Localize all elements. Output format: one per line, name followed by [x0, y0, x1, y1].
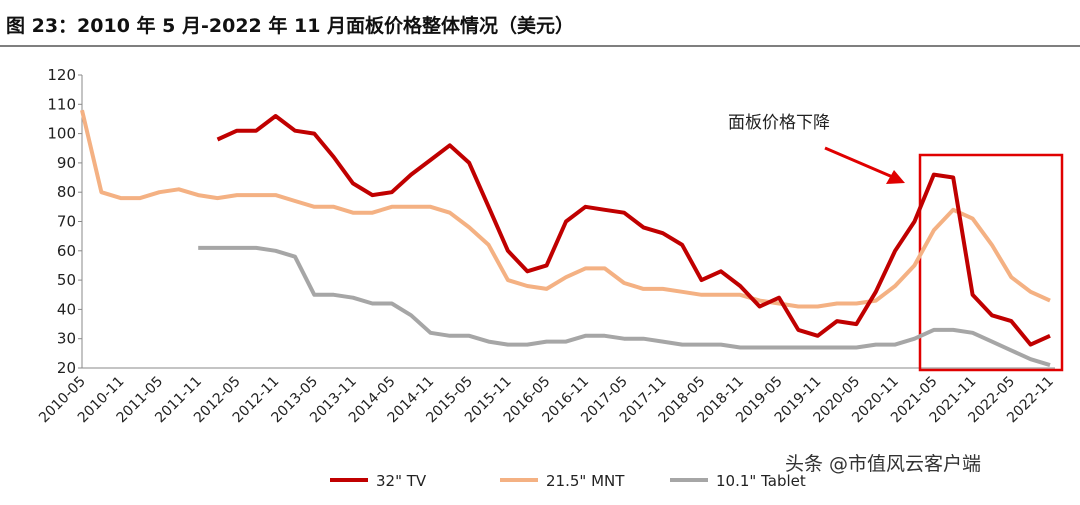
legend-label: 32" TV — [376, 472, 427, 490]
watermark: 头条 @市值风云客户端 — [785, 453, 981, 475]
y-tick-label: 30 — [57, 330, 76, 348]
series-line — [80, 109, 1051, 309]
legend-label: 10.1" Tablet — [716, 472, 806, 490]
y-tick-label: 50 — [57, 271, 76, 289]
y-tick-label: 70 — [57, 213, 76, 231]
arrow — [824, 146, 896, 180]
y-tick-label: 20 — [57, 359, 76, 377]
legend-label: 21.5" MNT — [546, 472, 625, 490]
y-tick-label: 40 — [57, 300, 76, 318]
highlight-box — [918, 153, 1064, 372]
y-tick-label: 120 — [47, 66, 76, 84]
y-tick-label: 90 — [57, 154, 76, 172]
annotation: 面板价格下降 — [728, 113, 830, 133]
y-tick-label: 80 — [57, 183, 76, 201]
y-tick-label: 60 — [57, 242, 76, 260]
series-line — [216, 114, 1051, 347]
series-line — [198, 245, 1051, 368]
y-tick-label: 100 — [47, 125, 76, 143]
y-tick-label: 110 — [47, 95, 76, 113]
chart-title: 图 23：2010 年 5 月-2022 年 11 月面板价格整体情况（美元） — [6, 14, 574, 37]
arrow-head — [886, 170, 905, 184]
